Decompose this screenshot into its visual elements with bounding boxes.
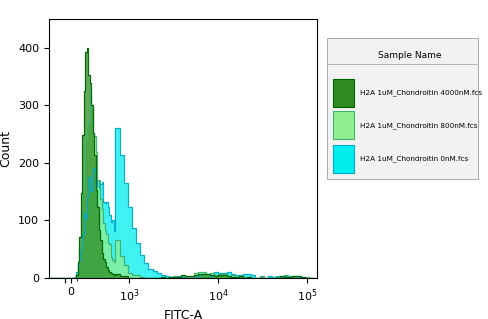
FancyBboxPatch shape bbox=[333, 79, 354, 107]
FancyBboxPatch shape bbox=[333, 145, 354, 173]
Text: H2A 1uM_Chondroitin 4000nM.fcs: H2A 1uM_Chondroitin 4000nM.fcs bbox=[360, 90, 482, 96]
Text: H2A 1uM_Chondroitin 0nM.fcs: H2A 1uM_Chondroitin 0nM.fcs bbox=[360, 156, 468, 162]
Text: H2A 1uM_Chondroitin 800nM.fcs: H2A 1uM_Chondroitin 800nM.fcs bbox=[360, 122, 478, 129]
Text: Sample Name: Sample Name bbox=[378, 51, 442, 60]
FancyBboxPatch shape bbox=[333, 111, 354, 139]
Y-axis label: Count: Count bbox=[0, 130, 12, 167]
X-axis label: FITC-A: FITC-A bbox=[163, 309, 203, 319]
